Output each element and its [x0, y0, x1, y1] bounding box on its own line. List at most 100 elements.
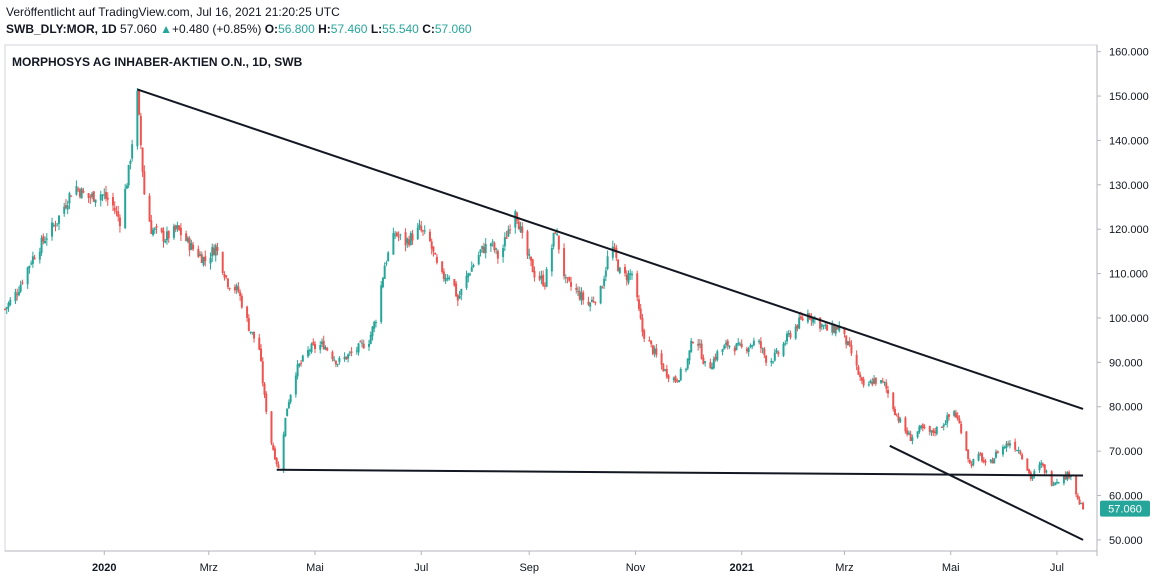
candle-body [420, 226, 423, 231]
candle-body [430, 241, 433, 249]
candles-layer [4, 88, 1085, 510]
candle-body [761, 348, 764, 350]
candle-body [540, 275, 543, 279]
candle-body [237, 286, 240, 292]
candle-body [312, 342, 315, 345]
candle-body [516, 212, 519, 221]
candle-body [263, 383, 266, 395]
candle-body [690, 340, 693, 352]
candle-body [56, 223, 59, 225]
candle-body [575, 287, 578, 290]
candle-body [604, 270, 607, 277]
candle-body [911, 437, 914, 441]
candle-body [833, 325, 836, 333]
candle-body [21, 282, 24, 284]
y-tick-label: 90.000 [1109, 357, 1143, 369]
y-tick-label: 70.000 [1109, 446, 1143, 458]
last-price-tag: 57.060 [1100, 500, 1150, 517]
candle-body [751, 345, 754, 347]
candle-body [920, 425, 923, 428]
candle-body [350, 351, 353, 353]
candle-body [432, 246, 435, 252]
candle-body [421, 230, 424, 232]
candle-body [80, 188, 83, 199]
candle-body [1038, 464, 1041, 471]
candle-body [799, 316, 802, 319]
candle-body [165, 231, 168, 241]
y-tick-label: 130.000 [1109, 180, 1149, 192]
candle-body [517, 221, 520, 230]
trend-lines-layer [137, 88, 1084, 541]
candle-body [66, 205, 69, 210]
candle-body [359, 341, 362, 343]
candle-body [946, 415, 949, 424]
candle-body [859, 374, 862, 378]
candle-body [885, 382, 888, 389]
candle-body [994, 451, 997, 458]
candle-body [989, 459, 992, 462]
candle-body [484, 244, 487, 253]
candle-body [489, 243, 492, 247]
candle-body [686, 358, 689, 369]
upper-resistance-line[interactable] [137, 88, 1084, 410]
candle-body [615, 247, 618, 258]
candle-body [944, 423, 947, 425]
candle-body [529, 256, 532, 261]
candle-body [822, 325, 825, 327]
candle-body [92, 191, 95, 202]
candle-body [970, 463, 973, 466]
candle-body [1026, 458, 1029, 471]
candle-body [300, 362, 303, 364]
candle-body [28, 265, 31, 269]
candle-body [1014, 441, 1017, 450]
lower-trend-line[interactable] [889, 444, 1084, 541]
candle-body [857, 366, 860, 375]
candle-body [162, 230, 165, 242]
candle-body [87, 193, 90, 198]
candle-body [333, 359, 336, 361]
close-label: C: [422, 22, 435, 36]
candle-body [124, 188, 127, 229]
candle-body [75, 186, 78, 195]
ohlc-legend: SWB_DLY:MOR, 1D 57.060 ▲+0.480 (+0.85%) … [6, 22, 472, 36]
y-tick-label: 60.000 [1109, 491, 1143, 503]
candle-body [846, 341, 849, 346]
last-value: 57.060 [120, 22, 157, 36]
candle-body [448, 277, 451, 280]
candle-body [1052, 484, 1055, 486]
candle-body [824, 324, 827, 326]
candle-body [125, 185, 128, 189]
candle-body [897, 416, 900, 421]
candle-body [1001, 446, 1004, 455]
candle-body [749, 345, 752, 348]
candle-body [819, 317, 822, 329]
candle-body [765, 355, 768, 363]
candle-body [643, 330, 646, 339]
candle-body [758, 340, 761, 343]
candle-body [554, 232, 557, 234]
candle-body [30, 263, 33, 265]
candle-body [587, 301, 590, 305]
candle-body [556, 234, 559, 236]
candle-body [784, 343, 787, 345]
candle-body [211, 247, 214, 257]
candle-body [576, 290, 579, 292]
candle-body [369, 334, 372, 344]
candle-body [672, 377, 675, 380]
candle-body [651, 345, 654, 355]
candle-body [570, 281, 573, 287]
candle-body [392, 232, 395, 255]
candle-body [580, 292, 583, 301]
candle-body [240, 295, 243, 308]
horizontal-support-line[interactable] [276, 468, 1084, 477]
candle-body [434, 253, 437, 255]
candle-body [1031, 475, 1034, 479]
candle-body [228, 288, 231, 290]
candle-body [361, 342, 364, 344]
candle-body [737, 342, 740, 345]
candle-body [763, 348, 766, 356]
high-label: H: [318, 22, 331, 36]
candle-body [101, 194, 104, 196]
candle-body [105, 191, 108, 199]
